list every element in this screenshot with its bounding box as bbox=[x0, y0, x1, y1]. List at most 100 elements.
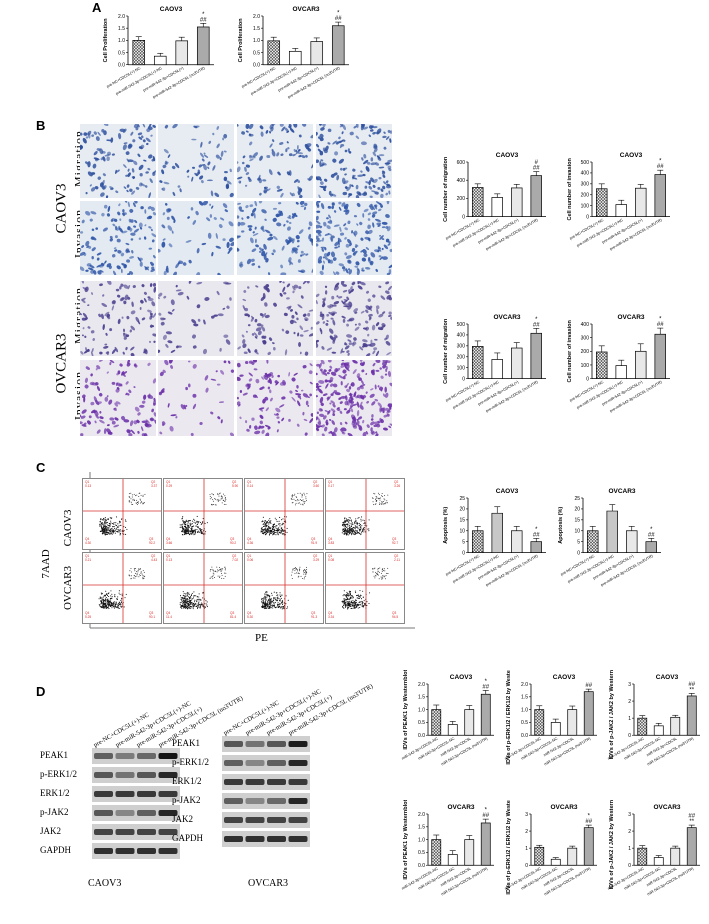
bar bbox=[583, 827, 594, 866]
micrograph-cells bbox=[237, 360, 313, 436]
bar bbox=[567, 709, 578, 736]
bar bbox=[654, 174, 666, 217]
significance-label: ## bbox=[585, 819, 592, 825]
bar bbox=[464, 709, 475, 736]
quadrant-name: Q4 bbox=[166, 537, 170, 541]
y-tick-label: 0 bbox=[462, 214, 465, 220]
y-tick-label: 300 bbox=[457, 344, 466, 350]
blot-band bbox=[115, 848, 135, 854]
blot-strip bbox=[222, 736, 310, 752]
flow-y-axis-label: 7AAD bbox=[40, 549, 52, 579]
significance-label: ## bbox=[533, 532, 540, 538]
blot-strip bbox=[92, 786, 180, 802]
micrograph-image bbox=[80, 201, 156, 275]
micrograph-cells bbox=[237, 124, 313, 198]
bar bbox=[606, 510, 618, 553]
blot-band bbox=[158, 810, 178, 816]
quadrant-percent: 4.43 bbox=[151, 558, 157, 562]
y-tick-label: 1.0 bbox=[521, 707, 528, 713]
bar bbox=[530, 332, 542, 379]
y-tick-label: 2 bbox=[525, 829, 528, 835]
blot-band bbox=[288, 817, 308, 823]
significance-label: ** bbox=[689, 687, 694, 693]
y-tick-label: 1.5 bbox=[253, 26, 260, 32]
y-tick-label: 0 bbox=[628, 863, 631, 869]
bar bbox=[635, 187, 647, 217]
blot-band bbox=[115, 829, 135, 835]
bar bbox=[331, 25, 345, 66]
bar bbox=[534, 846, 545, 866]
chart-b-ovcar3-invasion: OVCAR3 Cell number of invasion 0 100 200 300 4… bbox=[567, 314, 670, 413]
quadrant-percent: 91.3 bbox=[311, 615, 317, 619]
blot-strip bbox=[222, 831, 310, 847]
quadrant-percent: 3.26 bbox=[394, 484, 400, 488]
significance-label: ## bbox=[648, 532, 655, 538]
quadrant-percent: 3.34 bbox=[328, 615, 334, 619]
y-tick-label: 400 bbox=[457, 178, 466, 184]
blot-band bbox=[224, 798, 243, 804]
flow-plot: Q1 0.21 Q2 4.43 Q4 5.25 Q3 90.1 bbox=[82, 552, 162, 624]
quadrant-percent: 3.37 bbox=[151, 484, 157, 488]
blot-band bbox=[224, 741, 243, 747]
blot-strip bbox=[222, 812, 310, 828]
chart-ylabel: Cell number of invasion bbox=[567, 319, 573, 382]
micrograph-cells bbox=[237, 201, 313, 275]
y-tick-label: 2.0 bbox=[253, 14, 260, 20]
y-tick-label: 0.5 bbox=[521, 720, 528, 726]
quadrant-name: Q4 bbox=[166, 611, 170, 615]
quadrant-name: Q1 bbox=[328, 554, 332, 558]
chart-d-caov3-peak1: CAOV3 IDVs of PEAK1 by Westernblot 0.0 0.5 1… bbox=[401, 670, 494, 767]
chart-title: OVCAR3 bbox=[608, 488, 635, 495]
bar bbox=[480, 822, 491, 866]
blot-row-label: p-JAK2 bbox=[40, 807, 69, 817]
y-tick-label: 100 bbox=[581, 203, 590, 209]
y-tick-label: 20 bbox=[459, 507, 465, 513]
blot-band bbox=[137, 810, 156, 816]
quadrant-name: Q1 bbox=[85, 554, 89, 558]
micrograph-image bbox=[316, 201, 392, 275]
bar bbox=[637, 847, 648, 866]
bar bbox=[288, 50, 302, 66]
quadrant-percent: 7.02 bbox=[232, 558, 238, 562]
blot-band bbox=[267, 760, 286, 766]
chart-title: CAOV3 bbox=[620, 152, 643, 159]
bar bbox=[596, 351, 608, 379]
blot-band bbox=[158, 791, 178, 797]
blot-band bbox=[245, 817, 265, 823]
y-tick-label: 100 bbox=[457, 365, 466, 371]
significance-label: * bbox=[485, 679, 488, 685]
western-title-caov3: CAOV3 bbox=[88, 878, 122, 889]
quadrant-percent: 11.4 bbox=[166, 615, 172, 619]
quadrant-name: Q3 bbox=[392, 537, 396, 541]
blot-band bbox=[267, 779, 286, 785]
micrograph-cells bbox=[316, 124, 392, 198]
blot-band bbox=[267, 817, 286, 823]
y-tick-label: 300 bbox=[581, 182, 590, 188]
chart-ylabel: IDVs of p-JAK2 / JAK2 by Westernblot bbox=[609, 800, 615, 889]
quadrant-percent: 4.36 bbox=[247, 541, 253, 545]
bar bbox=[132, 40, 146, 66]
blot-strip bbox=[92, 843, 180, 859]
quadrant-name: Q1 bbox=[166, 480, 170, 484]
significance-label: ## bbox=[533, 322, 540, 328]
bar bbox=[431, 709, 442, 736]
y-tick-label: 10 bbox=[459, 529, 465, 535]
blot-strip bbox=[92, 824, 180, 840]
y-tick-label: 0.0 bbox=[418, 733, 425, 739]
flow-plot: Q1 0.13 Q2 7.02 Q4 11.4 Q3 81.4 bbox=[163, 552, 243, 624]
blot-band bbox=[224, 836, 243, 842]
bar bbox=[175, 40, 189, 66]
bar bbox=[550, 722, 561, 736]
y-tick-label: 500 bbox=[581, 160, 590, 166]
chart-title: OVCAR3 bbox=[493, 314, 520, 321]
chart-title: OVCAR3 bbox=[447, 804, 474, 811]
blot-row-label: ERK1/2 bbox=[40, 788, 70, 798]
micrograph-image bbox=[158, 124, 234, 198]
quadrant-percent: 2.11 bbox=[394, 558, 400, 562]
bar bbox=[472, 187, 484, 217]
quadrant-name: Q2 bbox=[232, 554, 236, 558]
panel-label-c: C bbox=[36, 460, 46, 475]
micrograph-cells bbox=[158, 281, 232, 355]
y-tick-label: 1.5 bbox=[418, 695, 425, 701]
